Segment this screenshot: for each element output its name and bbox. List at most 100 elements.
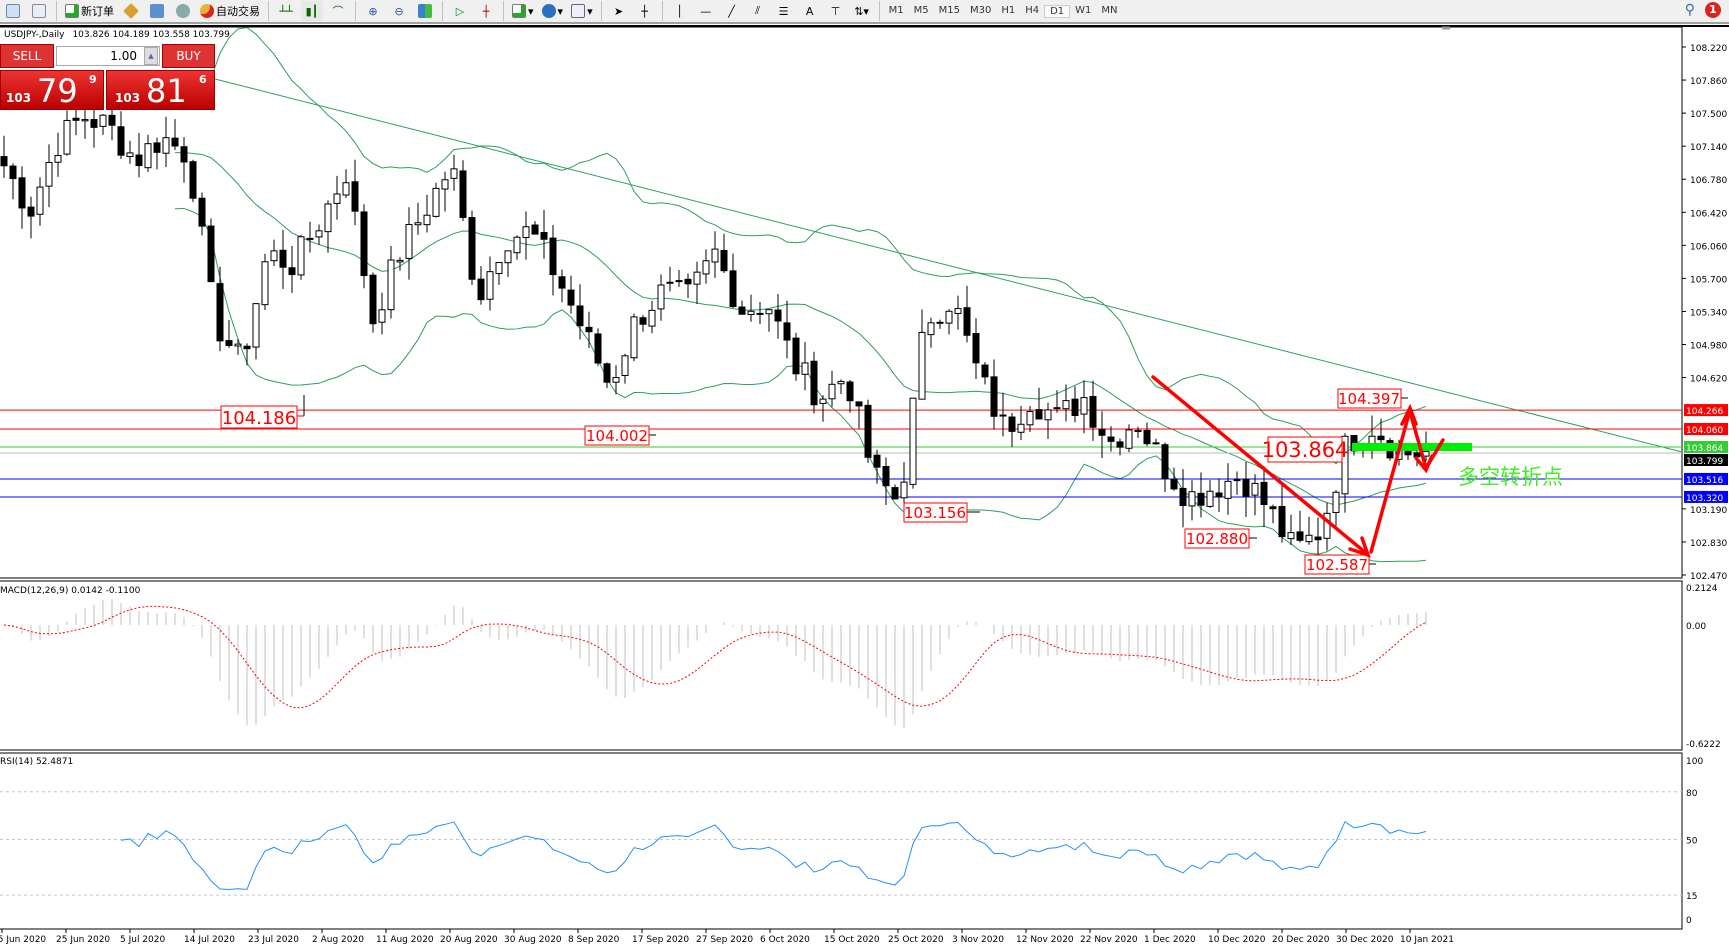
fibonacci-button[interactable]: ☰ bbox=[773, 1, 795, 21]
date-tick: 3 Nov 2020 bbox=[952, 935, 1004, 945]
history-button[interactable] bbox=[146, 1, 168, 21]
buy-price-button[interactable]: 103 81 6 bbox=[106, 70, 215, 110]
expert-button[interactable] bbox=[120, 1, 142, 21]
candle-bear bbox=[639, 317, 647, 325]
support-zone-bar[interactable] bbox=[1352, 443, 1472, 451]
timeframe-m30[interactable]: M30 bbox=[969, 4, 992, 16]
sell-price-button[interactable]: 103 79 9 bbox=[0, 70, 104, 110]
new-chart-button[interactable] bbox=[2, 1, 24, 21]
timeframe-h1[interactable]: H1 bbox=[1001, 4, 1016, 16]
price-tick: 106.060 bbox=[1690, 242, 1727, 252]
line-chart-button[interactable]: ⌒ bbox=[327, 1, 349, 21]
date-tick: 10 Dec 2020 bbox=[1208, 935, 1266, 945]
candle-bear bbox=[864, 404, 872, 458]
annotation-104-397[interactable]: 104.397 bbox=[1337, 388, 1408, 409]
candle-bear bbox=[1314, 536, 1322, 541]
timeframe-mn[interactable]: MN bbox=[1101, 4, 1118, 16]
trendline-button[interactable]: ╱ bbox=[721, 1, 743, 21]
bar-chart-button[interactable]: ┴┴ bbox=[275, 1, 297, 21]
annotation-103-864[interactable]: 103.864 bbox=[1262, 436, 1349, 463]
chart-shift-button[interactable]: ┼ bbox=[475, 1, 497, 21]
cursor-button[interactable]: ➤ bbox=[608, 1, 630, 21]
candle-bear bbox=[567, 289, 575, 306]
rsi-label: RSI(14) 52.4871 bbox=[0, 757, 73, 767]
candle-bear bbox=[936, 321, 944, 324]
date-tick: 30 Aug 2020 bbox=[504, 935, 562, 945]
annotation-103-156[interactable]: 103.156 bbox=[903, 502, 980, 523]
candle-bear bbox=[1197, 492, 1205, 506]
horizontal-line-button[interactable]: — bbox=[695, 1, 717, 21]
trendline[interactable] bbox=[214, 78, 1683, 453]
sell-button[interactable]: SELL bbox=[0, 44, 54, 68]
separator bbox=[503, 1, 504, 21]
price-chart[interactable]: 104.186 104.002 103.156 102.880 102.587 … bbox=[0, 24, 1729, 946]
indicators-button[interactable]: ▾ bbox=[510, 1, 536, 21]
channel-button[interactable]: ⫽ bbox=[747, 1, 769, 21]
candle-bull bbox=[522, 226, 530, 239]
lot-increase-button[interactable]: ▲ bbox=[144, 47, 158, 65]
price-tag-label: 104.266 bbox=[1686, 407, 1723, 417]
price-tick: 106.780 bbox=[1690, 176, 1727, 186]
timeframe-d1[interactable]: D1 bbox=[1044, 4, 1071, 18]
candle-bull bbox=[396, 259, 404, 263]
vertical-line-button[interactable]: │ bbox=[669, 1, 691, 21]
annotation-label: 104.002 bbox=[586, 427, 648, 445]
timeframe-w1[interactable]: W1 bbox=[1075, 4, 1092, 16]
candle-bull bbox=[1188, 491, 1196, 507]
candle-bull bbox=[1233, 479, 1241, 482]
new-order-button[interactable]: 新订单 bbox=[63, 1, 116, 21]
candle-bull bbox=[270, 250, 278, 262]
annotation-104-002[interactable]: 104.002 bbox=[584, 425, 656, 446]
separator bbox=[442, 1, 443, 21]
date-tick: 8 Sep 2020 bbox=[568, 935, 620, 945]
candle-bear bbox=[792, 337, 800, 375]
macd-tick: 0.2124 bbox=[1686, 584, 1718, 594]
auto-trading-button[interactable]: 自动交易 bbox=[198, 1, 262, 21]
buy-button[interactable]: BUY bbox=[162, 44, 215, 68]
candle-bear bbox=[216, 283, 224, 342]
annotation-104-186[interactable]: 104.186 bbox=[220, 395, 305, 429]
zoom-in-button[interactable]: ⊕ bbox=[362, 1, 384, 21]
price-tick: 107.140 bbox=[1690, 143, 1727, 153]
text-label-button[interactable]: ⊤ bbox=[825, 1, 847, 21]
search-icon[interactable]: ⚲ bbox=[1684, 2, 1695, 18]
signals-button[interactable] bbox=[172, 1, 194, 21]
macd-label: MACD(12,26,9) 0.0142 -0.1100 bbox=[0, 586, 141, 596]
candle-bull bbox=[1062, 400, 1070, 410]
periods-button[interactable]: ▾ bbox=[540, 1, 566, 21]
candle-bull bbox=[747, 310, 755, 315]
candle-bear bbox=[774, 309, 782, 322]
navigator-button[interactable] bbox=[28, 1, 50, 21]
timeframe-m15[interactable]: M15 bbox=[938, 4, 960, 16]
lot-size-input[interactable]: 1.00 bbox=[56, 46, 160, 66]
candle-bear bbox=[189, 161, 197, 199]
timeframe-m5[interactable]: M5 bbox=[913, 4, 929, 16]
notification-badge[interactable]: 1 bbox=[1705, 2, 1721, 18]
templates-button[interactable]: ▾ bbox=[569, 1, 595, 21]
candle-bull bbox=[513, 236, 521, 254]
date-tick: 6 Oct 2020 bbox=[760, 935, 810, 945]
date-tick: 2 Aug 2020 bbox=[312, 935, 364, 945]
zoom-out-button[interactable]: ⊖ bbox=[388, 1, 410, 21]
candle-bull bbox=[495, 262, 503, 275]
red-arrows[interactable] bbox=[1151, 375, 1445, 558]
annotation-102-587[interactable]: 102.587 bbox=[1304, 554, 1376, 575]
candle-bull bbox=[630, 316, 638, 359]
timeframe-bar: M1 M5 M15 M30 H1 H4 D1 W1 MN bbox=[884, 4, 1123, 18]
candle-bull bbox=[1134, 429, 1142, 433]
candle-bear bbox=[171, 137, 179, 147]
candle-bear bbox=[351, 181, 359, 212]
timeframe-m1[interactable]: M1 bbox=[888, 4, 904, 16]
text-button[interactable]: A bbox=[799, 1, 821, 21]
price-tag-label: 104.060 bbox=[1686, 426, 1723, 436]
candlestick-button[interactable]: ▮┃ bbox=[301, 1, 323, 21]
tile-windows-button[interactable] bbox=[414, 1, 436, 21]
candle-bull bbox=[333, 193, 341, 204]
arrows-button[interactable]: ⇅▾ bbox=[851, 1, 873, 21]
auto-scroll-button[interactable]: ▷ bbox=[449, 1, 471, 21]
timeframe-h4[interactable]: H4 bbox=[1025, 4, 1040, 16]
annotation-102-880[interactable]: 102.880 bbox=[1184, 528, 1257, 549]
crosshair-button[interactable]: ┼ bbox=[634, 1, 656, 21]
line-chart-icon: ⌒ bbox=[332, 5, 344, 18]
candle-bear bbox=[180, 146, 188, 163]
